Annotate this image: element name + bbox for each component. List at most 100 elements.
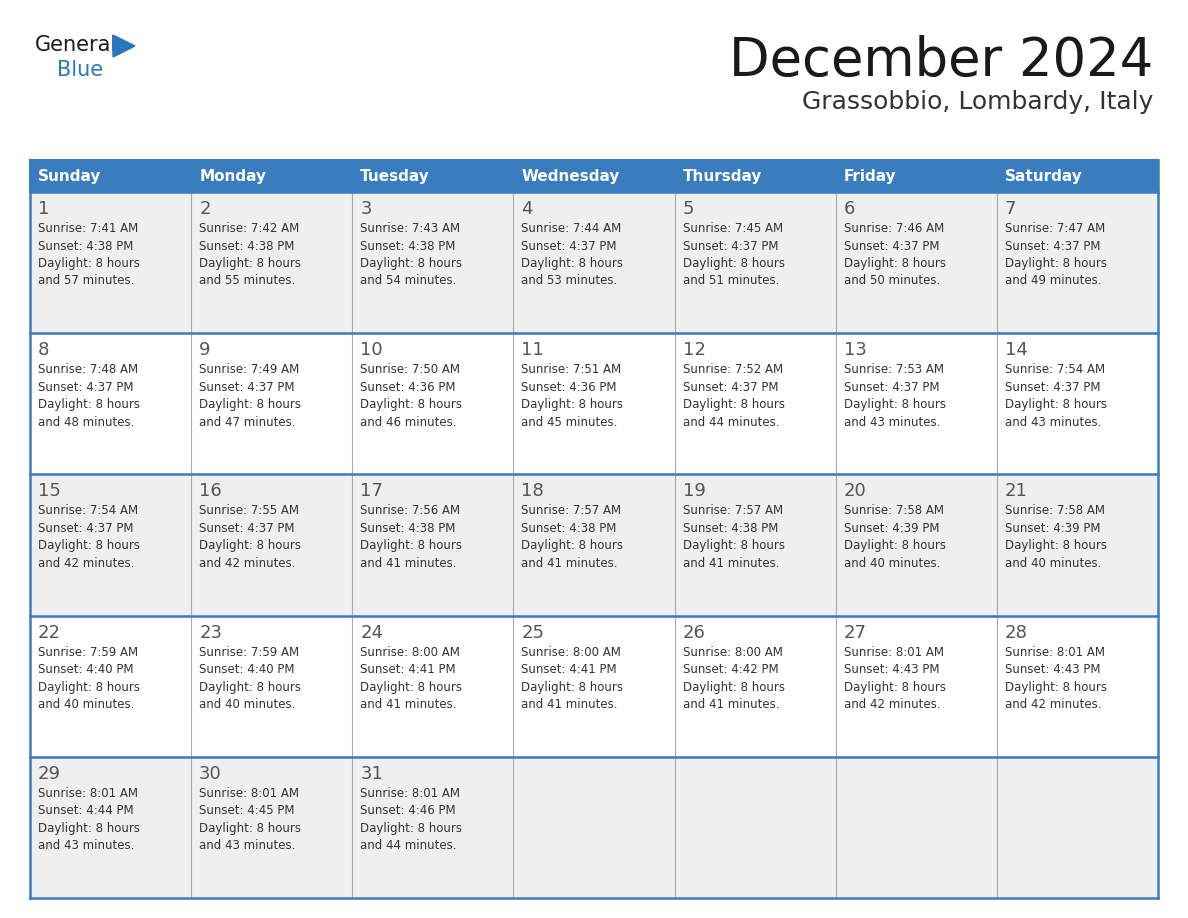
Text: Sunrise: 7:57 AM: Sunrise: 7:57 AM [522, 504, 621, 518]
Text: Sunset: 4:44 PM: Sunset: 4:44 PM [38, 804, 133, 817]
Text: and 43 minutes.: and 43 minutes. [1005, 416, 1101, 429]
Text: Monday: Monday [200, 169, 266, 184]
Text: 1: 1 [38, 200, 50, 218]
Text: and 40 minutes.: and 40 minutes. [200, 698, 296, 711]
Text: and 42 minutes.: and 42 minutes. [200, 557, 296, 570]
Text: Daylight: 8 hours: Daylight: 8 hours [360, 540, 462, 553]
Text: Sunrise: 7:59 AM: Sunrise: 7:59 AM [200, 645, 299, 658]
Text: and 47 minutes.: and 47 minutes. [200, 416, 296, 429]
Text: Sunrise: 7:43 AM: Sunrise: 7:43 AM [360, 222, 461, 235]
Text: Sunset: 4:36 PM: Sunset: 4:36 PM [522, 381, 617, 394]
Text: Sunrise: 7:45 AM: Sunrise: 7:45 AM [683, 222, 783, 235]
Text: Sunset: 4:36 PM: Sunset: 4:36 PM [360, 381, 456, 394]
Text: Daylight: 8 hours: Daylight: 8 hours [522, 398, 624, 411]
Text: Sunset: 4:37 PM: Sunset: 4:37 PM [683, 240, 778, 252]
Text: Sunset: 4:38 PM: Sunset: 4:38 PM [683, 522, 778, 535]
Text: 12: 12 [683, 341, 706, 359]
Text: Daylight: 8 hours: Daylight: 8 hours [200, 680, 301, 694]
Text: Daylight: 8 hours: Daylight: 8 hours [683, 680, 784, 694]
Text: and 43 minutes.: and 43 minutes. [38, 839, 134, 852]
Text: 15: 15 [38, 482, 61, 500]
Text: Sunset: 4:40 PM: Sunset: 4:40 PM [200, 663, 295, 676]
Text: and 46 minutes.: and 46 minutes. [360, 416, 456, 429]
Text: and 55 minutes.: and 55 minutes. [200, 274, 296, 287]
Bar [191, 160, 353, 192]
Text: Sunrise: 7:54 AM: Sunrise: 7:54 AM [1005, 364, 1105, 376]
Text: 30: 30 [200, 765, 222, 783]
Text: and 41 minutes.: and 41 minutes. [522, 698, 618, 711]
Text: Daylight: 8 hours: Daylight: 8 hours [522, 680, 624, 694]
Text: Friday: Friday [843, 169, 896, 184]
Text: 6: 6 [843, 200, 855, 218]
Text: and 49 minutes.: and 49 minutes. [1005, 274, 1101, 287]
Text: 29: 29 [38, 765, 61, 783]
Text: Sunrise: 8:00 AM: Sunrise: 8:00 AM [360, 645, 460, 658]
Text: and 48 minutes.: and 48 minutes. [38, 416, 134, 429]
Text: Sunset: 4:37 PM: Sunset: 4:37 PM [38, 522, 133, 535]
Text: and 43 minutes.: and 43 minutes. [843, 416, 940, 429]
Text: Sunrise: 7:44 AM: Sunrise: 7:44 AM [522, 222, 621, 235]
Text: Daylight: 8 hours: Daylight: 8 hours [360, 257, 462, 270]
Text: Daylight: 8 hours: Daylight: 8 hours [1005, 257, 1107, 270]
Text: Daylight: 8 hours: Daylight: 8 hours [200, 540, 301, 553]
Text: and 40 minutes.: and 40 minutes. [38, 698, 134, 711]
Text: Sunset: 4:37 PM: Sunset: 4:37 PM [843, 240, 940, 252]
Bar [30, 616, 1158, 756]
Text: 21: 21 [1005, 482, 1028, 500]
Text: Sunrise: 8:01 AM: Sunrise: 8:01 AM [200, 787, 299, 800]
Text: Sunrise: 7:58 AM: Sunrise: 7:58 AM [843, 504, 943, 518]
Bar [997, 160, 1158, 192]
Text: and 44 minutes.: and 44 minutes. [360, 839, 456, 852]
Text: Sunrise: 7:56 AM: Sunrise: 7:56 AM [360, 504, 461, 518]
Text: Sunrise: 8:00 AM: Sunrise: 8:00 AM [683, 645, 783, 658]
Text: Sunset: 4:38 PM: Sunset: 4:38 PM [522, 522, 617, 535]
Text: 26: 26 [683, 623, 706, 642]
Text: 16: 16 [200, 482, 222, 500]
Text: Sunrise: 8:00 AM: Sunrise: 8:00 AM [522, 645, 621, 658]
Text: Sunrise: 7:46 AM: Sunrise: 7:46 AM [843, 222, 944, 235]
Text: Daylight: 8 hours: Daylight: 8 hours [843, 680, 946, 694]
Text: Sunrise: 7:49 AM: Sunrise: 7:49 AM [200, 364, 299, 376]
Text: Daylight: 8 hours: Daylight: 8 hours [38, 540, 140, 553]
Text: Sunset: 4:41 PM: Sunset: 4:41 PM [522, 663, 617, 676]
Text: Daylight: 8 hours: Daylight: 8 hours [683, 257, 784, 270]
Text: Daylight: 8 hours: Daylight: 8 hours [38, 398, 140, 411]
Text: Sunset: 4:38 PM: Sunset: 4:38 PM [38, 240, 133, 252]
Text: 22: 22 [38, 623, 61, 642]
Text: Sunrise: 7:50 AM: Sunrise: 7:50 AM [360, 364, 460, 376]
Bar [30, 160, 1158, 192]
Text: 13: 13 [843, 341, 866, 359]
Text: and 44 minutes.: and 44 minutes. [683, 416, 779, 429]
Text: Sunrise: 7:54 AM: Sunrise: 7:54 AM [38, 504, 138, 518]
Text: Sunset: 4:39 PM: Sunset: 4:39 PM [1005, 522, 1100, 535]
Text: and 57 minutes.: and 57 minutes. [38, 274, 134, 287]
Text: and 41 minutes.: and 41 minutes. [522, 557, 618, 570]
Text: Sunrise: 7:58 AM: Sunrise: 7:58 AM [1005, 504, 1105, 518]
Text: Sunset: 4:46 PM: Sunset: 4:46 PM [360, 804, 456, 817]
Text: Tuesday: Tuesday [360, 169, 430, 184]
Text: Daylight: 8 hours: Daylight: 8 hours [522, 540, 624, 553]
Text: Sunrise: 7:53 AM: Sunrise: 7:53 AM [843, 364, 943, 376]
Text: 3: 3 [360, 200, 372, 218]
Text: Wednesday: Wednesday [522, 169, 620, 184]
Text: Sunday: Sunday [38, 169, 101, 184]
Text: Sunrise: 7:41 AM: Sunrise: 7:41 AM [38, 222, 138, 235]
Text: Daylight: 8 hours: Daylight: 8 hours [360, 398, 462, 411]
Text: and 42 minutes.: and 42 minutes. [38, 557, 134, 570]
Text: 19: 19 [683, 482, 706, 500]
Text: 25: 25 [522, 623, 544, 642]
Text: Sunset: 4:38 PM: Sunset: 4:38 PM [360, 522, 456, 535]
Text: 11: 11 [522, 341, 544, 359]
Bar [30, 756, 1158, 898]
Text: Sunset: 4:37 PM: Sunset: 4:37 PM [1005, 240, 1100, 252]
Text: Sunset: 4:37 PM: Sunset: 4:37 PM [200, 522, 295, 535]
Bar [675, 160, 835, 192]
Text: Sunset: 4:37 PM: Sunset: 4:37 PM [843, 381, 940, 394]
Text: and 50 minutes.: and 50 minutes. [843, 274, 940, 287]
Text: 14: 14 [1005, 341, 1028, 359]
Text: 20: 20 [843, 482, 866, 500]
Text: Daylight: 8 hours: Daylight: 8 hours [38, 257, 140, 270]
Text: Daylight: 8 hours: Daylight: 8 hours [360, 822, 462, 834]
Text: Sunrise: 8:01 AM: Sunrise: 8:01 AM [360, 787, 460, 800]
Bar [353, 160, 513, 192]
